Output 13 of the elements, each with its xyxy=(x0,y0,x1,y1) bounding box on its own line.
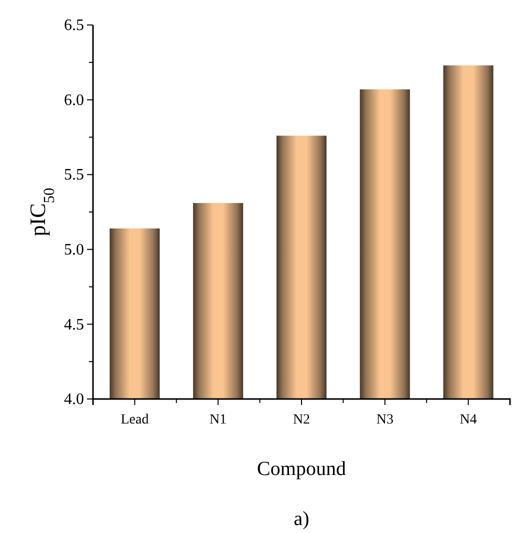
x-axis-title: Compound xyxy=(257,458,346,480)
x-tick-label: N2 xyxy=(292,412,310,428)
x-tick-label: N3 xyxy=(376,412,394,428)
y-tick-label: 5.0 xyxy=(64,242,84,259)
x-tick-label: Lead xyxy=(120,412,149,428)
y-tick-label: 4.0 xyxy=(64,391,84,408)
text: a) xyxy=(294,508,310,530)
x-tick-label: N4 xyxy=(460,412,477,428)
y-tick-label: 5.5 xyxy=(64,166,84,184)
y-tick-label: 6.0 xyxy=(64,92,84,109)
y-tick-label: 4.5 xyxy=(64,316,84,334)
x-tick-label: N1 xyxy=(210,412,227,428)
y-tick-label: 6.5 xyxy=(64,17,84,34)
